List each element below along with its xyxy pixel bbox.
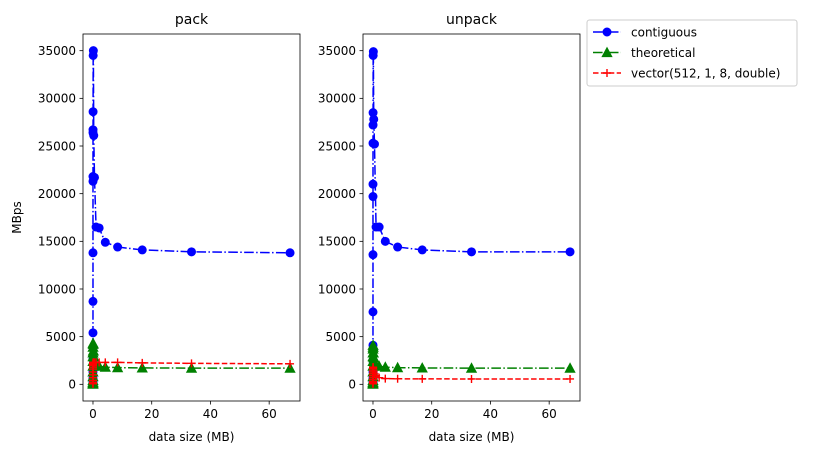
chart-1: 0 20 40 60 0 5000 10000 15000 20000 25000 30000 350… — [318, 12, 581, 444]
data-point — [89, 172, 99, 182]
data-point — [369, 114, 379, 124]
data-point — [380, 236, 390, 246]
data-point — [100, 237, 110, 247]
data-point — [187, 359, 196, 368]
data-point — [368, 47, 378, 57]
data-point — [88, 46, 98, 56]
data-point — [381, 374, 390, 383]
data-point — [94, 223, 104, 233]
data-point — [101, 358, 110, 367]
data-point — [467, 374, 476, 383]
legend-entry: contiguous — [593, 25, 697, 39]
axes-frame — [82, 33, 301, 402]
data-point — [379, 361, 391, 372]
legend-box — [586, 19, 798, 87]
y-tick-label: 20000 — [318, 187, 356, 201]
chart-title: pack — [175, 12, 209, 28]
x-tick-label: 60 — [542, 407, 557, 421]
legend-entry: vector(512, 1, 8, double) — [593, 66, 780, 80]
x-tick-label: 20 — [424, 407, 439, 421]
series-line — [372, 51, 571, 384]
y-tick-label: 5000 — [325, 330, 356, 344]
legend-marker — [601, 46, 613, 58]
legend-label: vector(512, 1, 8, double) — [631, 66, 780, 80]
data-point — [286, 359, 295, 368]
series-contiguous — [368, 47, 575, 388]
y-tick-label: 0 — [68, 378, 76, 392]
legend-label: theoretical — [631, 46, 695, 60]
x-tick-label: 60 — [262, 407, 277, 421]
data-point — [391, 361, 404, 373]
legend-marker — [602, 27, 612, 37]
y-tick-label: 15000 — [38, 235, 76, 249]
data-point — [111, 361, 124, 373]
data-point — [416, 362, 428, 373]
data-point — [89, 131, 99, 141]
data-point — [99, 361, 111, 372]
legend: contiguous theoretical vector(512, 1, 8, d… — [586, 19, 798, 87]
data-point — [465, 362, 478, 373]
data-point — [368, 179, 378, 189]
data-point — [565, 247, 575, 257]
data-point — [88, 296, 98, 306]
series-vector-512-1-8-double- — [368, 363, 575, 388]
y-tick-label: 5000 — [45, 330, 76, 344]
data-point — [113, 358, 122, 367]
data-point — [285, 248, 295, 258]
data-point — [88, 328, 98, 338]
y-tick-label: 25000 — [38, 139, 76, 153]
data-point — [467, 247, 477, 257]
data-point — [564, 362, 576, 373]
y-tick-label: 10000 — [318, 282, 356, 296]
x-tick-label: 0 — [89, 407, 97, 421]
y-tick-label: 30000 — [318, 92, 356, 106]
x-tick-label: 20 — [144, 407, 159, 421]
y-tick-label: 35000 — [38, 44, 76, 58]
y-tick-label: 30000 — [38, 92, 76, 106]
data-point — [369, 139, 379, 149]
y-axis-label: MBps — [10, 201, 24, 233]
x-tick-label: 0 — [369, 407, 377, 421]
data-point — [368, 307, 378, 317]
series-vector-512-1-8-double- — [88, 358, 295, 388]
series-line — [92, 50, 291, 384]
series-contiguous — [88, 46, 295, 388]
chart-title: unpack — [446, 12, 498, 28]
data-point — [368, 192, 378, 202]
data-point — [137, 245, 147, 255]
legend-marker — [603, 69, 611, 77]
axes-frame — [362, 33, 581, 402]
y-tick-label: 20000 — [38, 187, 76, 201]
data-point — [136, 362, 148, 373]
data-point — [113, 242, 123, 252]
data-point — [417, 245, 427, 255]
y-tick-label: 15000 — [318, 235, 356, 249]
y-tick-label: 0 — [348, 378, 356, 392]
data-point — [368, 250, 378, 260]
x-tick-label: 40 — [203, 407, 218, 421]
data-point — [393, 374, 402, 383]
data-point — [88, 107, 98, 117]
legend-label: contiguous — [631, 25, 697, 39]
y-tick-label: 25000 — [318, 139, 356, 153]
data-point — [185, 362, 198, 373]
data-point — [88, 248, 98, 258]
x-axis-label: data size (MB) — [429, 430, 515, 444]
chart-0: 0 20 40 60 0 5000 10000 15000 20000 25000 30000 350… — [10, 12, 301, 444]
x-tick-label: 40 — [483, 407, 498, 421]
data-point — [370, 369, 379, 378]
data-point — [374, 222, 384, 232]
x-axis-label: data size (MB) — [149, 430, 235, 444]
data-point — [418, 374, 427, 383]
data-point — [393, 242, 403, 252]
legend-entry: theoretical — [593, 46, 695, 60]
y-tick-label: 10000 — [38, 282, 76, 296]
y-tick-label: 35000 — [318, 44, 356, 58]
data-point — [375, 373, 384, 382]
data-point — [187, 247, 197, 257]
data-point — [566, 374, 575, 383]
data-point — [138, 358, 147, 367]
